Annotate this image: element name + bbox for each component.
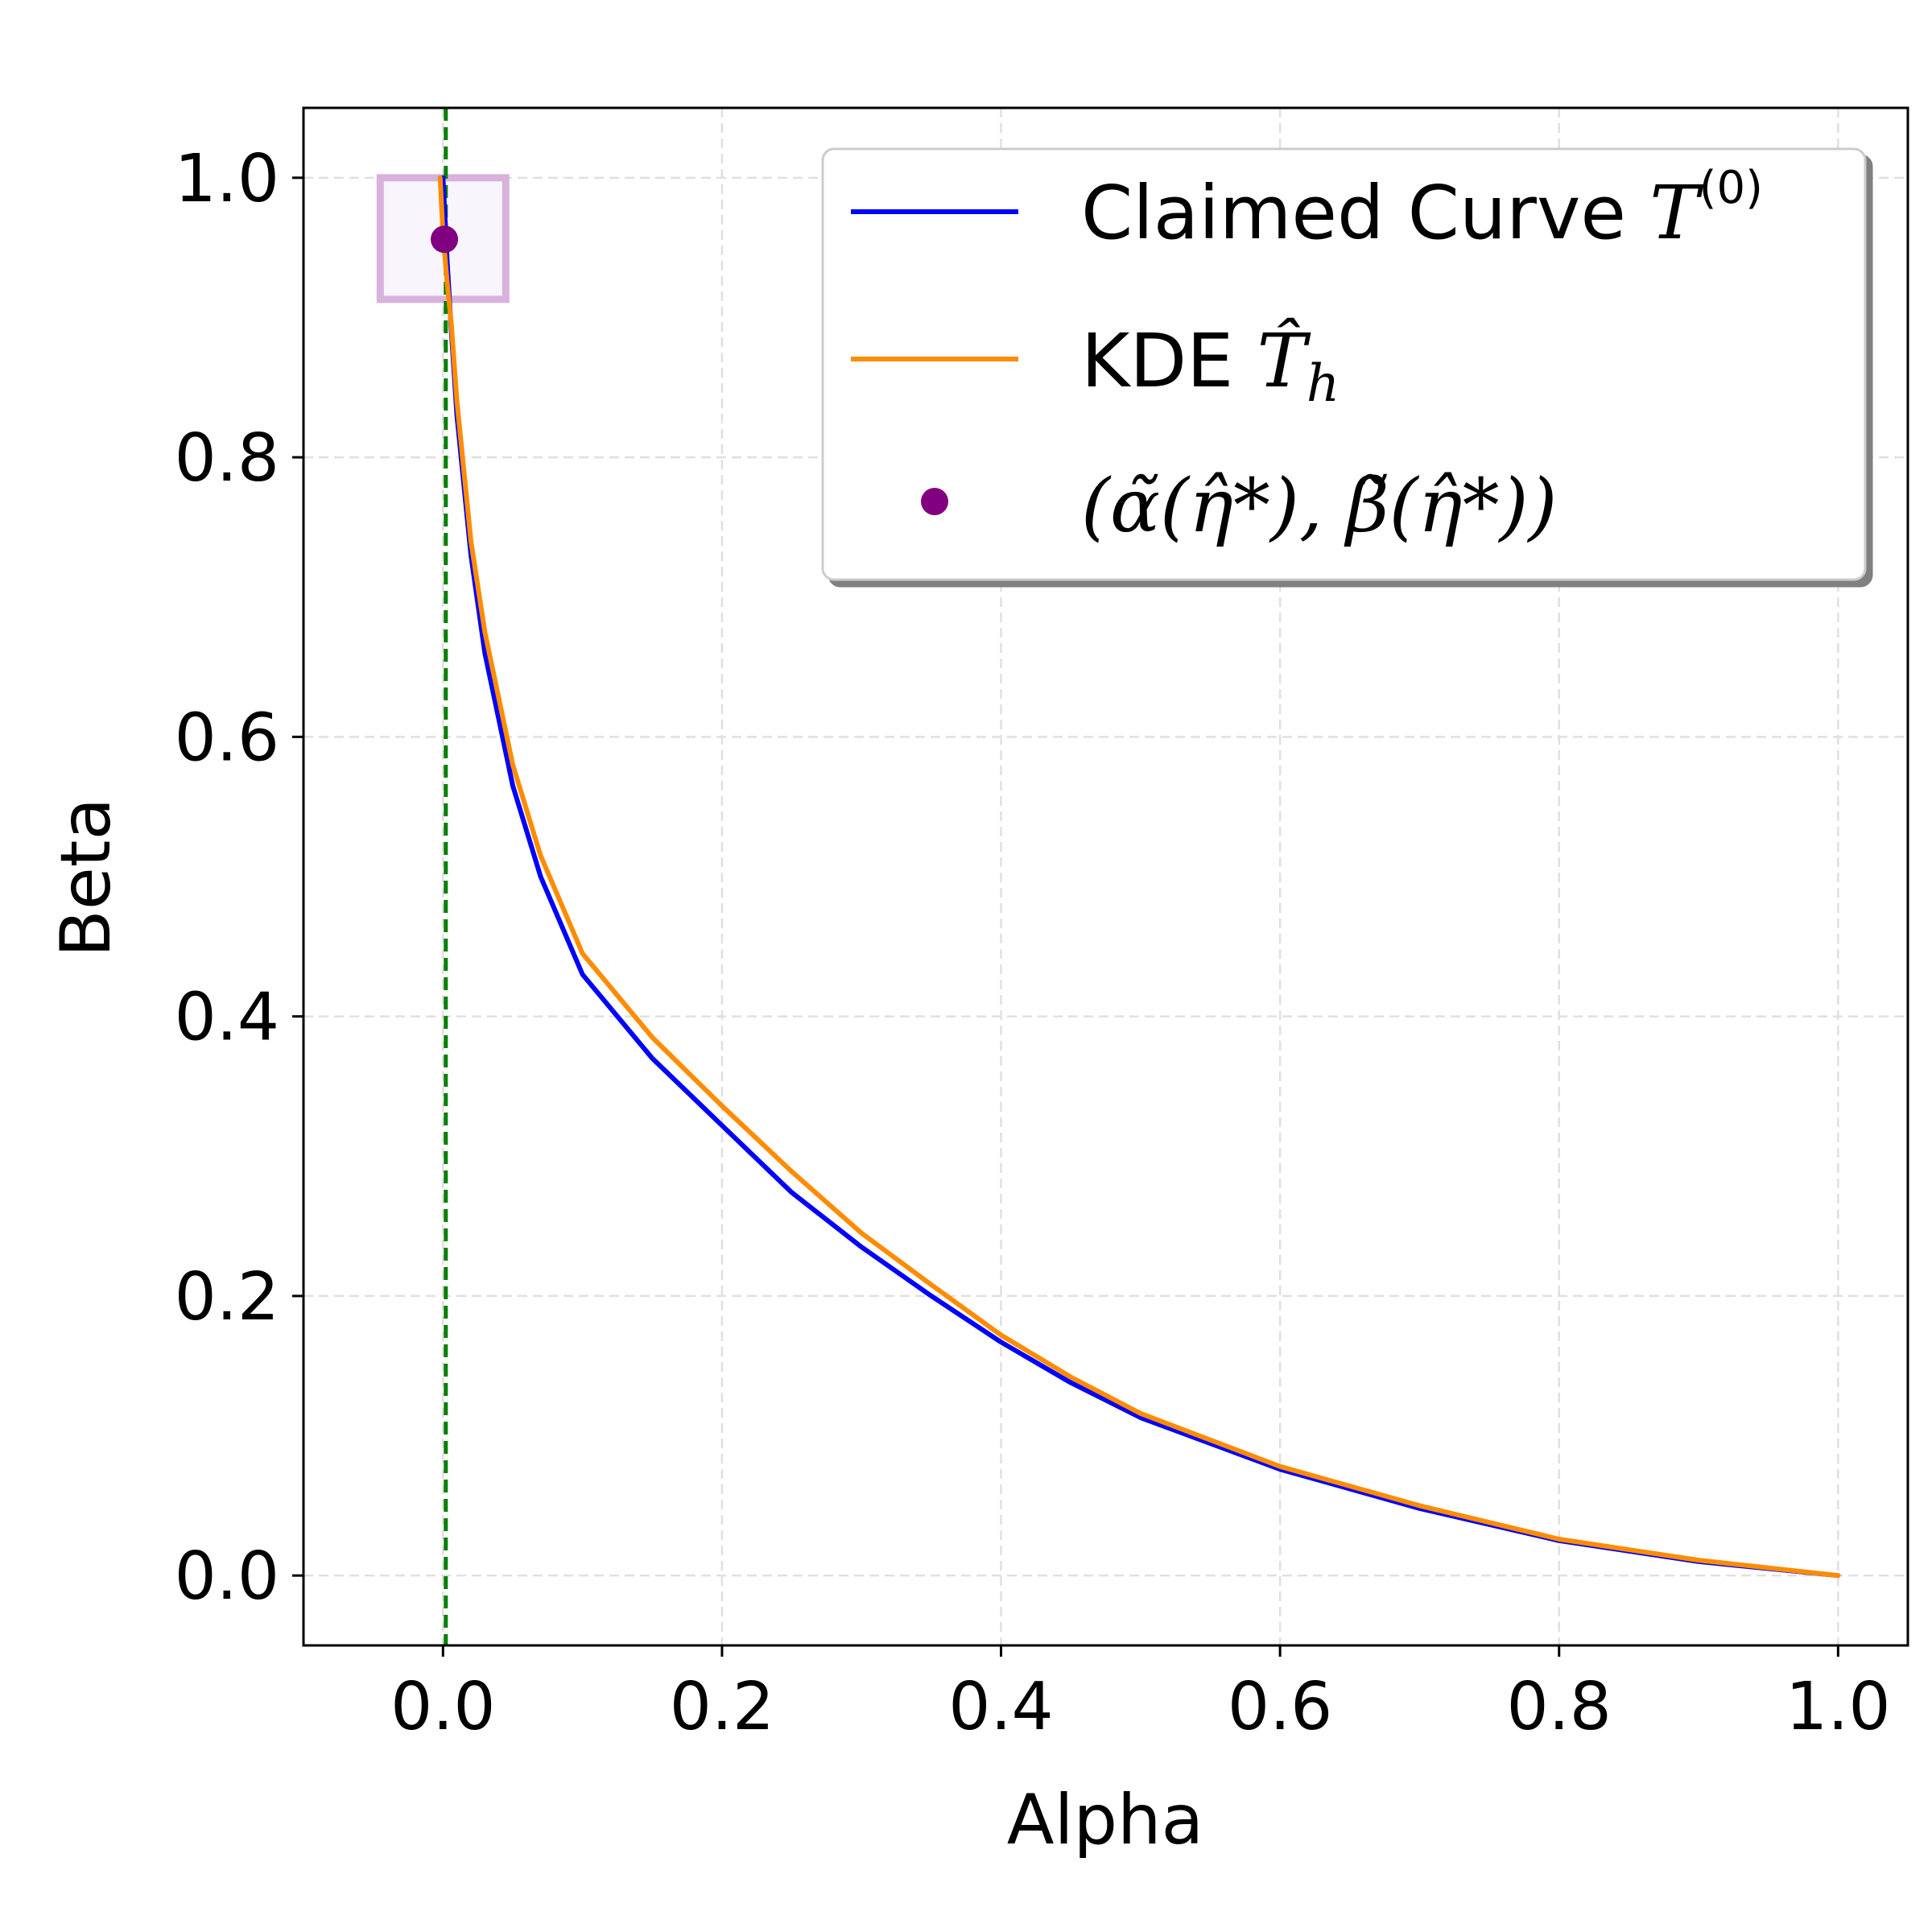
- y-tick-label: 0.0: [175, 1538, 279, 1615]
- x-tick-label: 0.6: [1228, 1669, 1332, 1745]
- x-tick-label: 1.0: [1785, 1669, 1890, 1745]
- series-group: [437, 175, 1841, 1579]
- points-group: [431, 225, 459, 254]
- data-point: [431, 225, 459, 254]
- legend: Claimed Curve T(0) KDE T̂h (α̃(η̂*), β̃(…: [821, 147, 1867, 581]
- y-tick-label: 1.0: [175, 141, 279, 217]
- plot-frame: [302, 106, 1909, 1647]
- x-tick-label: 0.8: [1507, 1669, 1612, 1745]
- y-axis-label: Beta: [46, 798, 126, 957]
- x-tick-label: 0.2: [670, 1669, 774, 1745]
- y-axis-ticks: 0.0 0.2 0.4 0.6 0.8 1.0: [175, 141, 303, 1615]
- y-tick-label: 0.8: [175, 420, 279, 497]
- legend-marker-point: [921, 488, 948, 515]
- series-line-kde: [437, 175, 1841, 1579]
- x-axis-ticks: 0.0 0.2 0.4 0.6 0.8 1.0: [390, 1645, 1891, 1745]
- legend-label-kde: KDE T̂h: [1081, 317, 1340, 414]
- legend-box: [821, 147, 1867, 581]
- x-tick-label: 0.0: [390, 1669, 495, 1745]
- legend-label-point: (α̃(η̂*), β̃(η̂*)): [1081, 463, 1557, 549]
- x-axis-label: Alpha: [1007, 1780, 1204, 1860]
- legend-label-claimed-curve: Claimed Curve T(0): [1081, 162, 1763, 256]
- y-tick-label: 0.4: [175, 980, 279, 1056]
- x-tick-label: 0.4: [948, 1669, 1053, 1745]
- y-tick-label: 0.2: [175, 1259, 279, 1335]
- y-tick-label: 0.6: [175, 700, 279, 776]
